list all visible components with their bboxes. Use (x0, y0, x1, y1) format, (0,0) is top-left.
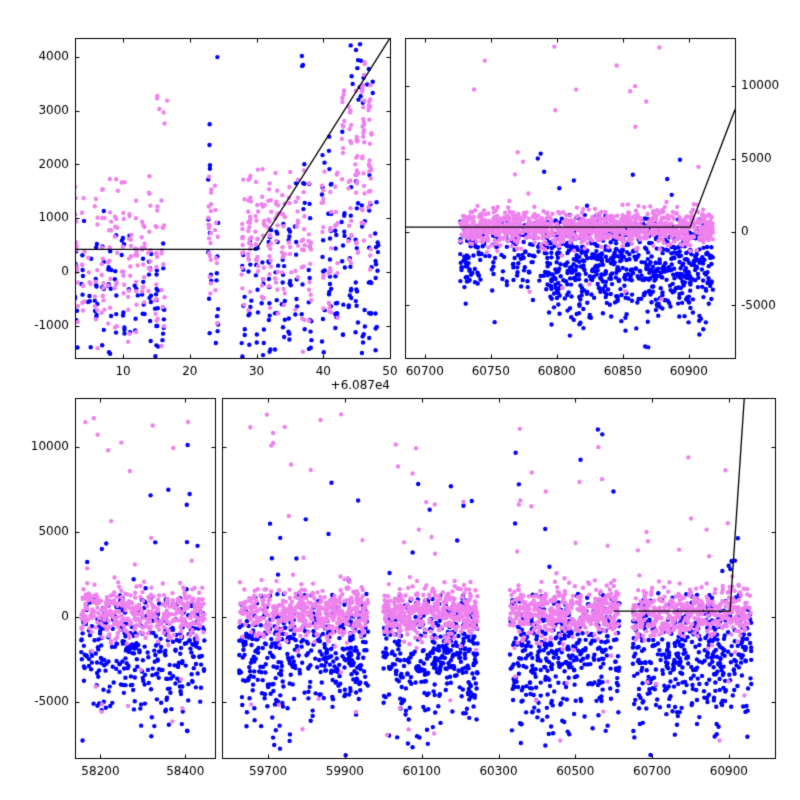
scatter-plots-canvas (0, 0, 800, 800)
figure: BLG02N0208.073894 (1293.73, 8131.21) 3 1… (0, 0, 800, 800)
